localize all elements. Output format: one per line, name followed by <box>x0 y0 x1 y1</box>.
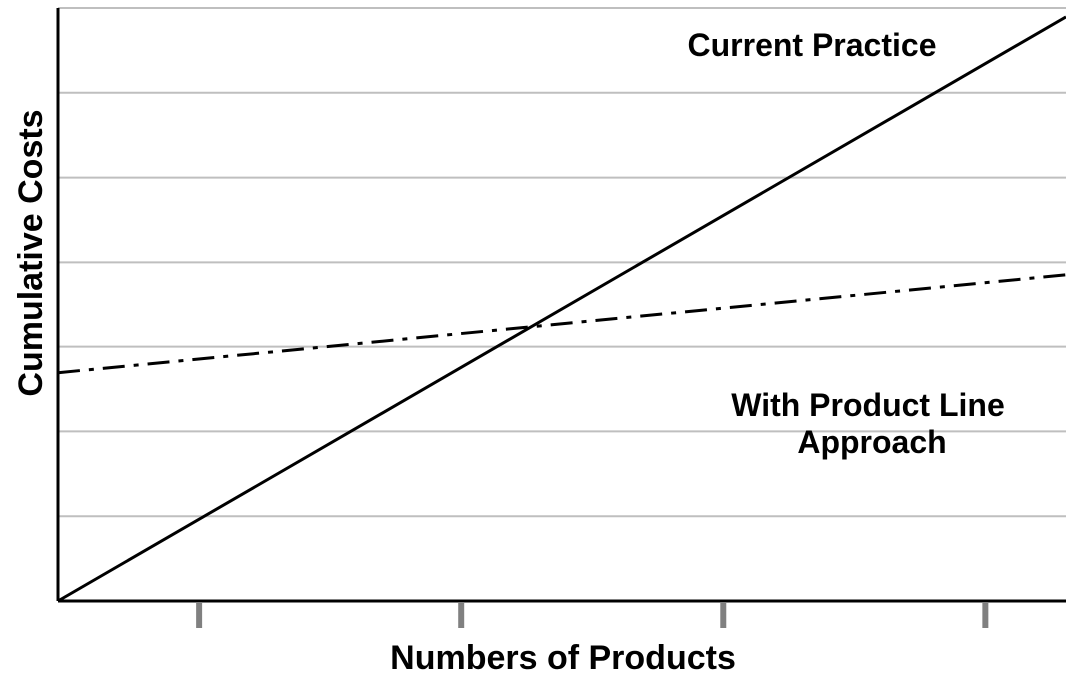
x-axis-label: Numbers of Products <box>390 639 736 674</box>
gridlines <box>58 7 1066 518</box>
series-line-1 <box>57 15 1066 603</box>
annotation-current-practice: Current Practice <box>688 27 937 63</box>
series-line-2 <box>57 273 1066 375</box>
y-axis-label: Cumulative Costs <box>12 109 50 396</box>
annotation-product-line-2: Approach <box>797 424 946 460</box>
series-lines <box>57 15 1066 603</box>
annotation-product-line-1: With Product Line <box>731 387 1004 423</box>
x-ticks <box>196 603 989 628</box>
